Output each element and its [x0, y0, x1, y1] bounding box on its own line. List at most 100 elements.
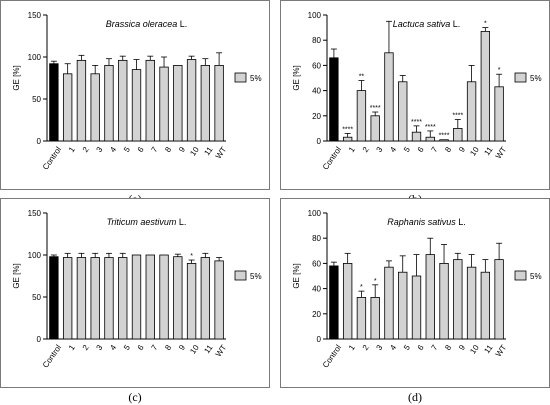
legend-swatch	[234, 72, 247, 83]
y-tick-label: 100	[28, 53, 42, 62]
bar	[90, 257, 100, 340]
chart-title: Triticum aestivum L.	[107, 217, 187, 227]
bar	[480, 30, 491, 142]
bar	[453, 259, 463, 340]
bar	[200, 257, 211, 340]
x-tick-label: WT	[214, 145, 229, 160]
x-tick-label: 6	[136, 145, 146, 154]
bar	[76, 257, 87, 340]
chart-a-svg: Brassica oleracea L. 0 50 100 150 GE [%] Contr…	[12, 11, 262, 171]
bar	[145, 59, 155, 142]
bar	[90, 73, 100, 142]
bar	[494, 259, 504, 340]
y-tick-label: 150	[28, 209, 42, 218]
bar	[480, 271, 491, 340]
y-tick-label: 50	[32, 293, 41, 302]
bar	[159, 66, 169, 142]
x-tick-label: 8	[163, 343, 173, 352]
x-tick-label: 3	[374, 343, 384, 352]
y-axis-label: GE [%]	[292, 263, 301, 288]
chart-title: Lactuca sativa L.	[393, 19, 461, 29]
bar	[49, 63, 59, 142]
bar	[439, 263, 449, 340]
y-tick-label: 40	[312, 87, 321, 96]
significance-label: *	[190, 253, 193, 260]
legend-swatch	[514, 72, 527, 83]
chart-title: Raphanis sativus L.	[387, 217, 466, 227]
bar	[214, 260, 224, 340]
x-tick-label: 9	[177, 343, 187, 352]
chart-c-svg: Triticum aestivum L. 0 50 100 150 GE [%] Contr…	[12, 209, 262, 369]
x-tick-label: 1	[347, 343, 357, 352]
significance-label: *	[484, 21, 487, 28]
x-tick-label: 10	[188, 343, 201, 356]
caption-d: (d)	[408, 390, 422, 404]
x-tick-label: WT	[494, 145, 509, 160]
x-tick-label: Control	[321, 145, 343, 171]
x-tick-label: 2	[361, 343, 371, 352]
y-tick-label: 0	[317, 137, 322, 146]
x-tick-label: 6	[136, 343, 146, 352]
chart-title-species: Triticum aestivum	[107, 217, 177, 227]
x-tick-label: 4	[108, 145, 118, 154]
x-tick-label: 7	[150, 343, 160, 352]
x-tick-label: 3	[374, 145, 384, 154]
chart-title-suffix: L.	[450, 19, 460, 29]
chart-title: Brassica oleracea L.	[106, 19, 188, 29]
legend-swatch	[234, 270, 247, 281]
legend-label: 5%	[250, 74, 262, 83]
y-tick-label: 100	[308, 11, 322, 20]
significance-label: *	[360, 284, 363, 291]
bar	[214, 65, 224, 142]
bar	[49, 256, 59, 340]
bar	[131, 254, 142, 340]
bar	[342, 136, 353, 142]
x-tick-label: 2	[361, 145, 371, 154]
bar	[384, 266, 394, 340]
x-tick-label: 5	[122, 343, 132, 352]
bar	[118, 257, 128, 340]
legend-label: 5%	[530, 272, 542, 281]
significance-label: ****	[452, 113, 463, 120]
y-tick-label: 0	[37, 335, 42, 344]
y-axis-label: GE [%]	[12, 263, 21, 288]
x-tick-label: Control	[41, 343, 63, 369]
x-tick-label: 5	[122, 145, 132, 154]
x-tick-label: 2	[81, 145, 91, 154]
x-tick-label: WT	[214, 343, 229, 358]
y-tick-label: 20	[312, 112, 321, 121]
bar	[159, 254, 169, 340]
chart-panel-a: Brassica oleracea L. 0 50 100 150 GE [%] Contr…	[0, 0, 270, 190]
chart-title-species: Brassica oleracea	[106, 19, 178, 29]
x-tick-label: 1	[347, 145, 357, 154]
legend-label: 5%	[530, 74, 542, 83]
bar	[425, 136, 435, 142]
chart-title-suffix: L.	[176, 217, 186, 227]
x-tick-label: 6	[416, 343, 426, 352]
bar	[384, 52, 394, 142]
y-axis-label: GE [%]	[292, 65, 301, 90]
chart-panel-b: Lactuca sativa L. 0 20 40 60 80 100 GE [%] Contr…	[280, 0, 550, 190]
x-tick-label: 10	[468, 145, 481, 158]
bar	[466, 266, 477, 340]
bar	[398, 81, 408, 142]
bar	[411, 131, 422, 142]
bar	[356, 90, 367, 142]
x-tick-label: 1	[67, 145, 77, 154]
chart-panel-d: Raphanis sativus L. 0 20 40 60 80 100 GE [%] Con…	[280, 198, 550, 388]
significance-label: *	[374, 278, 377, 285]
y-tick-label: 0	[37, 137, 42, 146]
significance-label: ****	[425, 124, 436, 131]
bar	[76, 59, 87, 142]
x-tick-label: 5	[402, 145, 412, 154]
significance-label: ****	[370, 105, 381, 112]
x-tick-label: 10	[188, 145, 201, 158]
bar	[356, 297, 367, 340]
y-tick-label: 0	[317, 335, 322, 344]
y-tick-label: 100	[308, 209, 322, 218]
y-tick-label: 150	[28, 11, 42, 20]
x-tick-label: 9	[177, 145, 187, 154]
x-tick-label: 6	[416, 145, 426, 154]
y-tick-label: 20	[312, 310, 321, 319]
legend-swatch	[514, 270, 527, 281]
